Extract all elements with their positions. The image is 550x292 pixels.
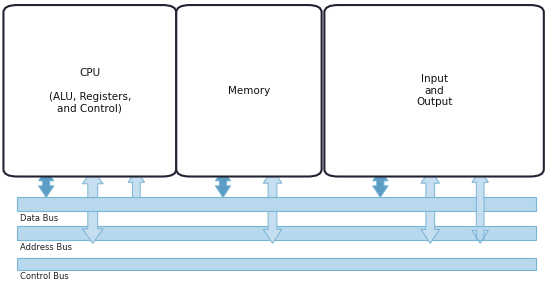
Text: CPU

(ALU, Registers,
and Control): CPU (ALU, Registers, and Control) [48, 68, 131, 113]
Polygon shape [373, 169, 388, 197]
FancyBboxPatch shape [3, 5, 176, 177]
FancyBboxPatch shape [176, 5, 322, 177]
Text: Memory: Memory [228, 86, 270, 96]
Polygon shape [39, 169, 54, 197]
Polygon shape [215, 169, 230, 197]
Polygon shape [128, 169, 145, 197]
FancyBboxPatch shape [17, 258, 536, 270]
Polygon shape [263, 211, 282, 243]
Polygon shape [263, 169, 282, 197]
Text: Address Bus: Address Bus [20, 243, 72, 252]
FancyBboxPatch shape [324, 5, 544, 177]
FancyBboxPatch shape [17, 227, 536, 240]
Polygon shape [421, 169, 439, 197]
Polygon shape [82, 169, 103, 197]
Polygon shape [82, 211, 103, 243]
Polygon shape [421, 211, 439, 243]
Text: Data Bus: Data Bus [20, 214, 58, 223]
Polygon shape [472, 169, 488, 227]
Text: Control Bus: Control Bus [20, 272, 69, 281]
FancyBboxPatch shape [17, 197, 536, 211]
Text: Input
and
Output: Input and Output [416, 74, 452, 107]
Polygon shape [472, 230, 488, 243]
